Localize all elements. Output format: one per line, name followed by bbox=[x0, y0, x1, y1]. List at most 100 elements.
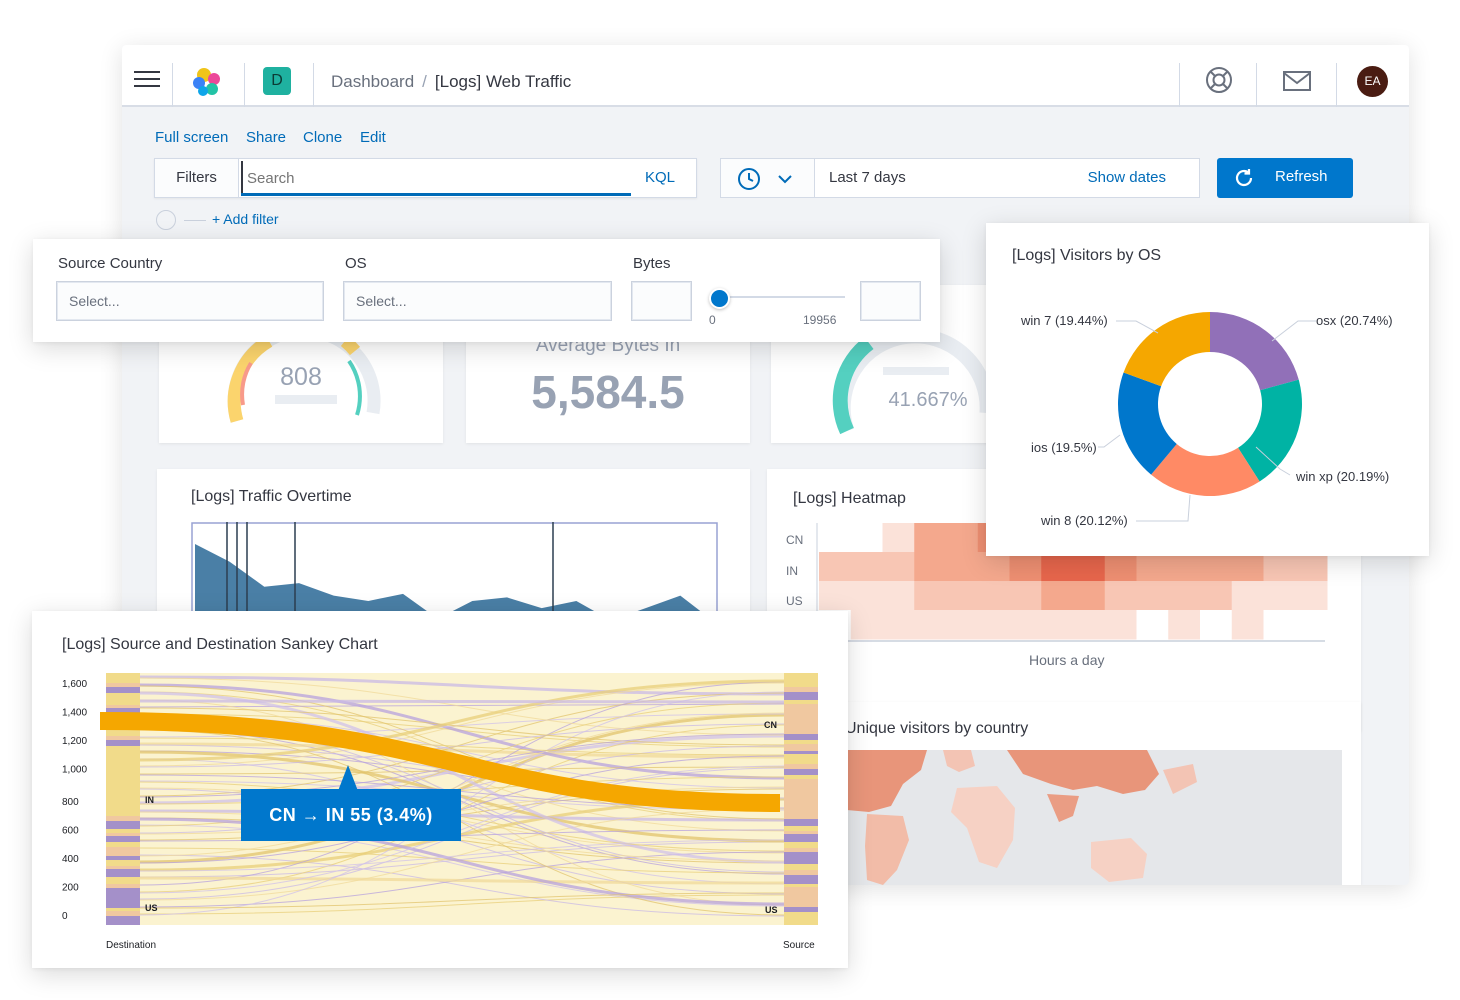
bytes-slider-thumb[interactable] bbox=[709, 288, 730, 309]
filters-button[interactable]: Filters bbox=[155, 159, 239, 197]
bytes-max-input[interactable] bbox=[860, 281, 921, 321]
heatmap-cell bbox=[1168, 610, 1201, 640]
sankey-flow bbox=[139, 685, 785, 820]
menu-icon[interactable] bbox=[134, 71, 160, 89]
map-panel: Unique visitors by country bbox=[767, 702, 1361, 885]
search-focus-underline bbox=[241, 193, 631, 196]
sankey-source-node bbox=[784, 864, 818, 870]
share-link[interactable]: Share bbox=[246, 129, 287, 146]
sankey-destination-node bbox=[106, 888, 140, 908]
full-screen-link[interactable]: Full screen bbox=[155, 129, 229, 146]
heatmap-cell bbox=[1295, 552, 1328, 582]
donut-label: win 7 (19.44%) bbox=[1020, 313, 1108, 328]
map-region-south-america bbox=[865, 814, 909, 885]
world-map[interactable] bbox=[847, 750, 1342, 885]
heatmap-cell bbox=[977, 610, 1010, 640]
sankey-source-node bbox=[784, 764, 818, 769]
sankey-source-node bbox=[784, 751, 818, 754]
sankey-source-node bbox=[784, 884, 818, 887]
header-bar: D Dashboard / [Logs] Web Traffic EA bbox=[122, 45, 1409, 107]
heatmap-cell bbox=[1073, 610, 1106, 640]
sankey-source-node bbox=[784, 740, 818, 744]
edit-link[interactable]: Edit bbox=[360, 129, 386, 146]
sankey-destination-node bbox=[106, 916, 140, 925]
heatmap-cell bbox=[850, 552, 883, 582]
os-label: OS bbox=[345, 255, 367, 272]
heatmap-title: [Logs] Heatmap bbox=[793, 490, 906, 507]
heatmap-cell bbox=[914, 610, 947, 640]
heatmap-cell bbox=[946, 552, 979, 582]
donut-slice-osx bbox=[1210, 312, 1299, 391]
sankey-node-label: US bbox=[145, 903, 158, 913]
gauge-value-1: 808 bbox=[280, 363, 322, 391]
heatmap-cell bbox=[946, 581, 979, 611]
heatmap-cell bbox=[1041, 581, 1074, 611]
quick-menu-button[interactable] bbox=[721, 159, 815, 197]
sankey-flow bbox=[139, 808, 785, 901]
sankey-destination-node bbox=[106, 911, 140, 916]
heatmap-cell bbox=[1136, 581, 1169, 611]
sankey-source-node bbox=[784, 744, 818, 751]
clone-link[interactable]: Clone bbox=[303, 129, 343, 146]
refresh-label: Refresh bbox=[1275, 168, 1328, 185]
refresh-button[interactable]: Refresh bbox=[1217, 158, 1353, 198]
filter-connector bbox=[184, 220, 206, 221]
bytes-slider-track[interactable] bbox=[719, 296, 845, 298]
sankey-destination-node bbox=[106, 869, 140, 877]
map-region-south-asia bbox=[1047, 794, 1079, 822]
sankey-destination-node bbox=[106, 727, 140, 736]
sankey-source-node bbox=[784, 842, 818, 848]
sankey-source-node bbox=[784, 870, 818, 875]
avatar[interactable]: EA bbox=[1357, 66, 1388, 97]
heatmap-cell bbox=[1231, 610, 1264, 640]
elastic-logo[interactable] bbox=[190, 65, 224, 99]
map-region-north-america bbox=[847, 750, 927, 812]
sankey-panel: [Logs] Source and Destination Sankey Cha… bbox=[32, 611, 848, 968]
breadcrumb-separator: / bbox=[422, 72, 427, 91]
sankey-destination-node bbox=[106, 693, 140, 705]
sankey-flow bbox=[139, 737, 785, 756]
donut-label: ios (19.5%) bbox=[1031, 440, 1097, 455]
heatmap-cell bbox=[1231, 552, 1264, 582]
sankey-y-tick: 1,400 bbox=[62, 708, 87, 719]
donut-label: osx (20.74%) bbox=[1316, 313, 1393, 328]
show-dates-button[interactable]: Show dates bbox=[1087, 169, 1166, 186]
kql-button[interactable]: KQL bbox=[645, 169, 676, 186]
heatmap-cell bbox=[977, 581, 1010, 611]
header-divider bbox=[313, 63, 314, 107]
mail-icon[interactable] bbox=[1282, 69, 1312, 93]
breadcrumb-root[interactable]: Dashboard bbox=[331, 72, 415, 91]
search-input[interactable] bbox=[241, 161, 629, 195]
add-filter-button[interactable]: + Add filter bbox=[212, 211, 279, 227]
heatmap-cell bbox=[977, 552, 1010, 582]
map-region-europe bbox=[943, 750, 975, 772]
os-select[interactable]: Select... bbox=[343, 281, 612, 321]
heatmap-cell bbox=[1009, 581, 1042, 611]
sankey-flow bbox=[139, 724, 785, 893]
sankey-destination-node bbox=[106, 746, 140, 816]
heatmap-row-label: US bbox=[786, 594, 803, 608]
heatmap-cell bbox=[850, 610, 883, 640]
bytes-max-tick: 19956 bbox=[803, 313, 837, 327]
sankey-flow bbox=[139, 758, 785, 885]
bytes-min-input[interactable] bbox=[631, 281, 692, 321]
heatmap-cell bbox=[1104, 610, 1137, 640]
source-country-select[interactable]: Select... bbox=[56, 281, 324, 321]
help-icon[interactable] bbox=[1204, 65, 1234, 95]
heatmap-cell bbox=[1200, 581, 1233, 611]
sankey-title: [Logs] Source and Destination Sankey Cha… bbox=[62, 636, 378, 653]
header-divider bbox=[1179, 63, 1180, 107]
sankey-flow bbox=[139, 841, 785, 878]
sankey-destination-node bbox=[106, 860, 140, 866]
sankey-destination-node bbox=[106, 908, 140, 911]
time-range-label[interactable]: Last 7 days bbox=[829, 169, 906, 186]
sankey-destination-node bbox=[106, 833, 140, 836]
sankey-y-tick: 400 bbox=[62, 854, 79, 865]
header-divider bbox=[1256, 63, 1257, 107]
heatmap-cell bbox=[1009, 552, 1042, 582]
heatmap-cell bbox=[1136, 610, 1169, 640]
heatmap-cell bbox=[850, 523, 883, 553]
sankey-source-node bbox=[784, 875, 818, 884]
space-badge[interactable]: D bbox=[263, 67, 291, 95]
map-region-oceania bbox=[1091, 838, 1147, 882]
